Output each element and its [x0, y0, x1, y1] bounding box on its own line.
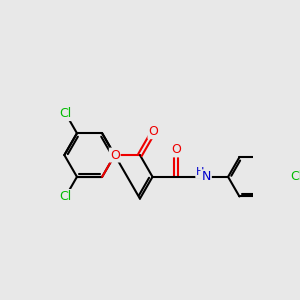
- Text: H: H: [196, 167, 205, 177]
- Text: Cl: Cl: [59, 190, 72, 203]
- Text: N: N: [202, 170, 211, 183]
- Text: O: O: [110, 148, 120, 161]
- Text: O: O: [148, 125, 158, 138]
- Text: O: O: [172, 143, 182, 156]
- Text: Cl: Cl: [291, 170, 300, 183]
- Text: Cl: Cl: [59, 107, 72, 120]
